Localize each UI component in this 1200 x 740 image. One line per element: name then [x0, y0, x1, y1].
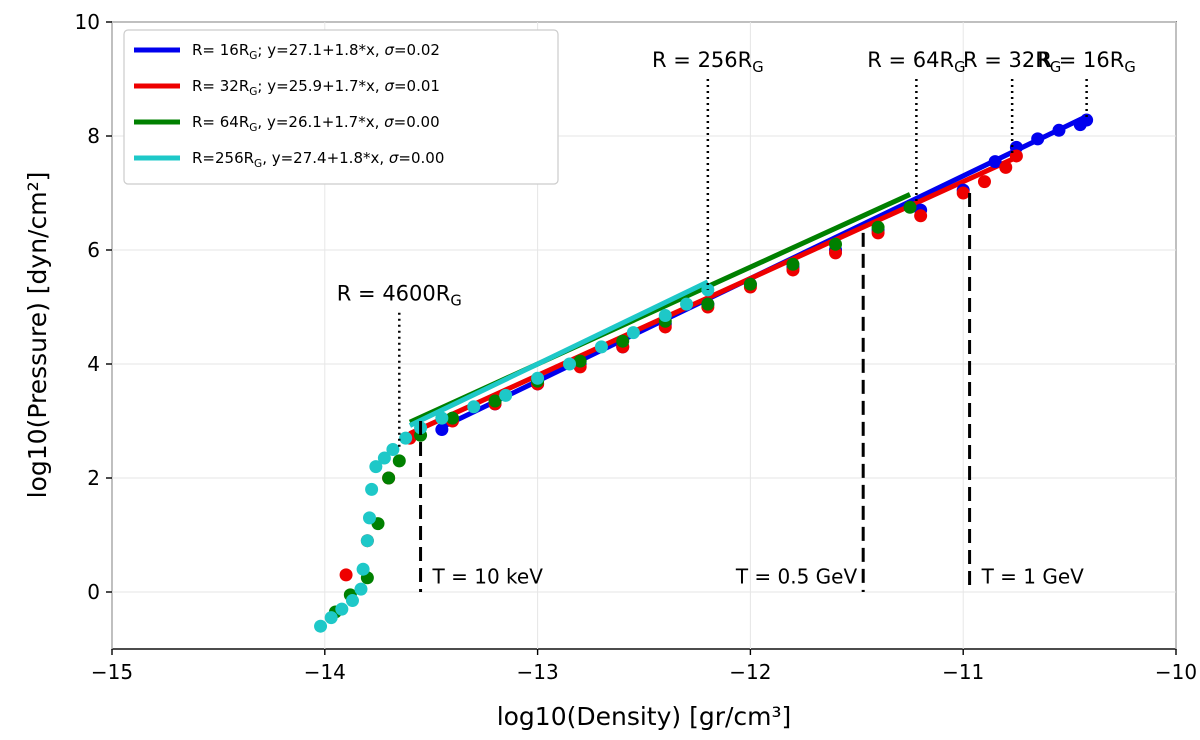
data-point	[531, 371, 545, 385]
temperature-marker-label: T = 10 keV	[432, 564, 544, 588]
data-points	[314, 113, 1094, 633]
data-point	[362, 511, 376, 525]
data-point	[786, 257, 800, 271]
data-point	[903, 200, 917, 214]
data-point	[956, 186, 970, 200]
data-point	[701, 297, 715, 311]
data-point	[658, 309, 672, 323]
x-tick-label: −13	[516, 660, 558, 684]
data-point	[871, 220, 885, 234]
data-point	[399, 431, 413, 445]
data-point	[988, 155, 1002, 169]
data-point	[324, 611, 338, 625]
x-tick-label: −10	[1155, 660, 1197, 684]
y-tick-label: 2	[87, 466, 100, 490]
data-point	[499, 388, 513, 402]
x-tick-label: −12	[729, 660, 771, 684]
legend-label: R=256RG, y=27.4+1.8*x, σ=0.00	[192, 149, 444, 170]
legend-box	[123, 29, 559, 185]
data-point	[977, 175, 991, 189]
radius-marker-label: R = 64RG	[867, 48, 965, 76]
data-point	[435, 423, 449, 437]
data-point	[829, 237, 843, 251]
data-point	[467, 400, 481, 414]
data-point	[386, 443, 400, 456]
legend-label: R= 32RG; y=25.9+1.7*x, σ=0.01	[192, 77, 440, 98]
y-tick-label: 10	[75, 10, 100, 34]
data-point	[377, 451, 391, 465]
data-point	[339, 568, 353, 582]
data-point	[365, 482, 379, 496]
data-point	[1031, 132, 1045, 146]
data-point	[1080, 113, 1094, 127]
y-tick-label: 6	[87, 238, 100, 262]
data-point	[914, 209, 928, 223]
fit-lines	[408, 114, 1088, 436]
y-tick-label: 8	[87, 124, 100, 148]
radius-marker-label: R = 32RG	[963, 48, 1061, 76]
data-point	[369, 460, 383, 474]
data-point	[616, 334, 630, 348]
radius-marker-label: R = 4600RG	[337, 282, 462, 310]
temperature-marker-label: T = 0.5 GeV	[735, 564, 858, 588]
x-tick-label: −15	[91, 660, 133, 684]
data-point	[488, 394, 502, 408]
legend-label: R= 16RG; y=27.1+1.8*x, σ=0.02	[192, 41, 440, 62]
axis-ticks: −15 −14 −13 −12 −11 −10 0 2 4 6 8 10	[75, 10, 1198, 684]
x-tick-label: −11	[942, 660, 984, 684]
data-point	[335, 602, 349, 616]
data-point	[435, 411, 449, 425]
data-point	[382, 471, 396, 485]
y-axis-title: log10(Pressure) [dyn/cm²]	[23, 172, 52, 499]
data-point	[360, 534, 374, 548]
data-point	[314, 619, 328, 633]
temperature-marker-label: T = 1 GeV	[981, 564, 1085, 588]
data-point	[626, 326, 640, 340]
data-point	[354, 582, 368, 596]
data-point	[573, 354, 587, 368]
data-point	[392, 454, 406, 468]
data-point	[743, 277, 757, 291]
fit-line	[408, 155, 1018, 436]
data-point	[1052, 123, 1066, 137]
data-point	[563, 357, 577, 371]
x-axis-title: log10(Density) [gr/cm³]	[497, 702, 792, 731]
radius-marker-label: R = 256RG	[652, 48, 764, 76]
data-point	[680, 297, 694, 311]
legend: R= 16RG; y=27.1+1.8*x, σ=0.02 R= 32RG; y=…	[123, 29, 559, 185]
data-point	[345, 594, 359, 608]
y-tick-label: 4	[87, 352, 100, 376]
data-point	[594, 340, 608, 354]
fit-line	[408, 279, 709, 428]
radius-marker-label: R = 16RG	[1037, 48, 1135, 76]
data-point	[999, 160, 1013, 174]
x-tick-label: −14	[304, 660, 346, 684]
data-point	[356, 562, 370, 576]
legend-label: R= 64RG, y=26.1+1.7*x, σ=0.00	[192, 113, 440, 134]
y-tick-label: 0	[87, 580, 100, 604]
data-point	[445, 411, 459, 425]
